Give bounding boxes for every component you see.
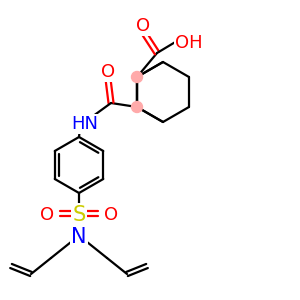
Text: O: O xyxy=(136,17,150,35)
Circle shape xyxy=(131,101,142,112)
Text: O: O xyxy=(40,206,54,224)
Text: N: N xyxy=(71,227,87,247)
Text: O: O xyxy=(104,206,118,224)
Text: S: S xyxy=(72,205,86,225)
Text: O: O xyxy=(101,63,115,81)
Text: HN: HN xyxy=(71,115,98,133)
Circle shape xyxy=(131,71,142,82)
Text: OH: OH xyxy=(175,34,203,52)
